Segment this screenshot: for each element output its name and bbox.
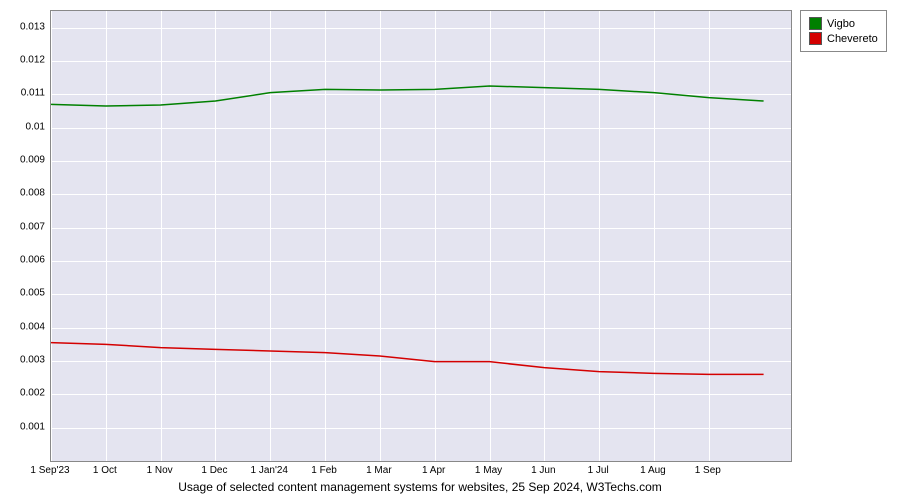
x-tick-label: 1 Jan'24 <box>251 465 289 476</box>
x-tick-label: 1 Feb <box>311 465 337 476</box>
x-tick-label: 1 Jun <box>531 465 555 476</box>
series-line <box>51 86 764 106</box>
y-tick-label: 0.013 <box>5 21 45 32</box>
y-tick-label: 0.008 <box>5 188 45 199</box>
x-tick-label: 1 Apr <box>422 465 445 476</box>
x-tick-label: 1 Mar <box>366 465 392 476</box>
legend: Vigbo Chevereto <box>800 10 887 52</box>
x-tick-label: 1 Nov <box>147 465 173 476</box>
chart-container: 0.001 0.002 0.003 0.004 0.005 0.006 0.007 0.008… <box>0 0 900 500</box>
y-tick-label: 0.012 <box>5 55 45 66</box>
y-tick-label: 0.003 <box>5 355 45 366</box>
x-tick-label: 1 May <box>475 465 502 476</box>
legend-swatch <box>809 17 822 30</box>
y-tick-label: 0.001 <box>5 421 45 432</box>
x-tick-label: 1 Aug <box>640 465 666 476</box>
y-tick-label: 0.006 <box>5 255 45 266</box>
line-plot <box>51 11 791 461</box>
legend-label: Vigbo <box>827 18 855 30</box>
y-tick-label: 0.01 <box>5 121 45 132</box>
x-tick-label: 1 Jul <box>588 465 609 476</box>
y-tick-label: 0.011 <box>5 88 45 99</box>
y-tick-label: 0.005 <box>5 288 45 299</box>
chart-caption: Usage of selected content management sys… <box>50 480 790 494</box>
x-tick-label: 1 Dec <box>201 465 227 476</box>
series-line <box>51 343 764 375</box>
x-tick-label: 1 Sep'23 <box>30 465 69 476</box>
y-tick-label: 0.009 <box>5 155 45 166</box>
y-tick-label: 0.002 <box>5 388 45 399</box>
legend-label: Chevereto <box>827 33 878 45</box>
x-tick-label: 1 Oct <box>93 465 117 476</box>
legend-item: Chevereto <box>809 32 878 45</box>
legend-swatch <box>809 32 822 45</box>
y-tick-label: 0.007 <box>5 221 45 232</box>
legend-item: Vigbo <box>809 17 878 30</box>
x-tick-label: 1 Sep <box>695 465 721 476</box>
plot-area <box>50 10 792 462</box>
y-tick-label: 0.004 <box>5 321 45 332</box>
